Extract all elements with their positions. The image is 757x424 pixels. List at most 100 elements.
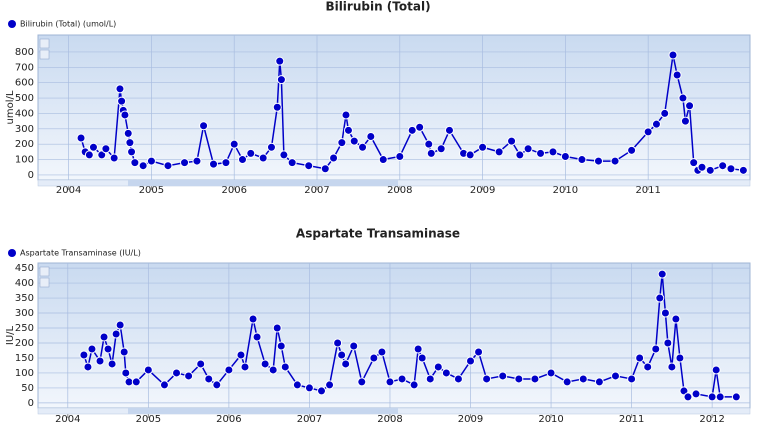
y-tick-label: 200: [15, 338, 34, 349]
data-point: [117, 96, 127, 106]
x-tick-label: 2004: [55, 414, 80, 424]
data-point: [163, 161, 173, 171]
x-tick-label: 2011: [635, 185, 660, 196]
data-point: [84, 150, 94, 160]
data-point: [369, 353, 379, 363]
data-point: [79, 350, 89, 360]
data-point: [130, 158, 140, 168]
x-tick-label: 2006: [221, 185, 246, 196]
x-tick-label: 2008: [387, 185, 412, 196]
data-point: [474, 347, 484, 357]
x-tick-label: 2005: [136, 414, 161, 424]
data-point: [276, 341, 286, 351]
y-tick-label: 700: [15, 62, 34, 73]
data-point: [478, 142, 488, 152]
data-point: [304, 161, 314, 171]
data-point: [111, 329, 121, 339]
y-tick-label: 0: [28, 398, 34, 409]
data-point: [212, 380, 222, 390]
data-point: [143, 365, 153, 375]
data-point: [685, 101, 695, 111]
data-point: [258, 153, 268, 163]
data-point: [465, 150, 475, 160]
data-point: [415, 122, 425, 132]
plot-area: [37, 34, 751, 181]
y-tick-label: 500: [15, 93, 34, 104]
x-tick-label: 2012: [699, 414, 724, 424]
data-point: [99, 332, 109, 342]
data-point: [514, 374, 524, 384]
y-tick-label: 250: [15, 323, 34, 334]
data-point: [76, 133, 86, 143]
data-point: [536, 148, 546, 158]
data-point: [466, 356, 476, 366]
x-tick-label: 2005: [139, 185, 164, 196]
data-point: [651, 119, 661, 129]
data-point: [246, 148, 256, 158]
x-tick-label: 2010: [553, 185, 578, 196]
data-point: [655, 293, 665, 303]
legend-label: Bilirubin (Total) (umol/L): [20, 20, 116, 29]
data-point: [482, 374, 492, 384]
data-point: [441, 368, 451, 378]
data-point: [668, 50, 678, 60]
data-point: [507, 136, 517, 146]
data-point: [413, 344, 423, 354]
data-point: [121, 368, 131, 378]
data-point: [107, 359, 117, 369]
data-point: [660, 308, 670, 318]
y-tick-label: 600: [15, 78, 34, 89]
x-tick-label: 2004: [56, 185, 81, 196]
chart-title: Aspartate Transaminase: [296, 227, 460, 241]
data-point: [453, 374, 463, 384]
data-point: [705, 165, 715, 175]
y-tick-label: 100: [15, 155, 34, 166]
data-point: [204, 374, 214, 384]
data-point: [530, 374, 540, 384]
data-point: [337, 138, 347, 148]
zoom-button[interactable]: [39, 38, 50, 49]
data-point: [103, 344, 113, 354]
y-tick-label: 50: [21, 383, 34, 394]
data-point: [671, 314, 681, 324]
data-point: [610, 371, 620, 381]
data-point: [643, 127, 653, 137]
legend-label: Aspartate Transaminase (IU/L): [20, 249, 141, 258]
data-point: [120, 110, 130, 120]
y-tick-label: 100: [15, 368, 34, 379]
plot-area: [37, 262, 751, 409]
data-point: [268, 365, 278, 375]
zoom-button[interactable]: [39, 49, 50, 60]
data-point: [444, 125, 454, 135]
y-tick-label: 300: [15, 124, 34, 135]
data-point: [88, 142, 98, 152]
legend-marker: [8, 249, 16, 257]
data-point: [560, 151, 570, 161]
data-point: [417, 353, 427, 363]
zoom-button[interactable]: [39, 266, 50, 277]
data-point: [325, 380, 335, 390]
data-point: [395, 151, 405, 161]
data-point: [337, 350, 347, 360]
data-point: [349, 136, 359, 146]
data-point: [627, 145, 637, 155]
data-point: [675, 353, 685, 363]
data-point: [115, 320, 125, 330]
data-point: [433, 362, 443, 372]
data-point: [109, 153, 119, 163]
data-point: [672, 70, 682, 80]
data-point: [229, 139, 239, 149]
data-point: [578, 374, 588, 384]
data-point: [726, 164, 736, 174]
data-point: [272, 323, 282, 333]
data-point: [240, 362, 250, 372]
data-point: [627, 374, 637, 384]
range-slider-window: [128, 408, 398, 414]
zoom-button[interactable]: [39, 277, 50, 288]
data-point: [199, 121, 209, 131]
data-point: [159, 380, 169, 390]
data-point: [123, 128, 133, 138]
data-point: [237, 155, 247, 165]
data-point: [523, 144, 533, 154]
data-point: [236, 350, 246, 360]
